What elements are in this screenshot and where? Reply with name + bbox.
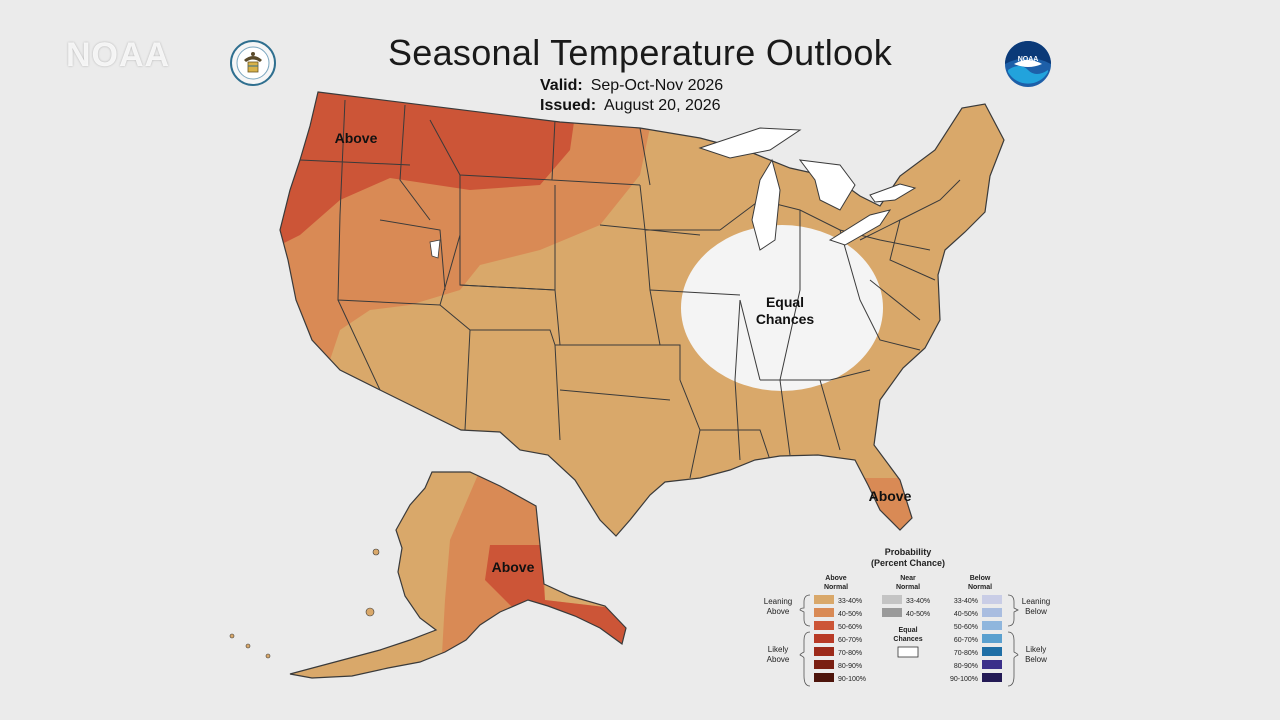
lake-superior: [698, 127, 802, 159]
equal-chances-swatch: [897, 646, 919, 658]
above-normal-swatch: [814, 608, 834, 617]
equal-chances-legend-label: Equal: [898, 627, 917, 634]
lake-huron: [798, 159, 856, 211]
state-boundaries: [299, 99, 961, 479]
near-normal-bins: 33-40% 40-50%: [882, 595, 930, 618]
equal-chances-word: Equal: [765, 294, 805, 310]
likely-above-label: Likely: [768, 645, 788, 654]
near-normal-bin-label: 33-40%: [906, 598, 930, 605]
great-salt-lake: [429, 239, 441, 259]
above-normal-header-2: Normal: [824, 584, 848, 591]
likely-below-label: Likely: [1026, 645, 1046, 654]
leaning-below-label: Leaning: [1022, 597, 1050, 606]
commerce-seal-icon: [230, 40, 276, 86]
above-normal-swatch: [814, 634, 834, 643]
above-normal-header: Above: [825, 575, 847, 582]
legend-title: Probability: [885, 547, 932, 557]
below-normal-bin-label: 70-80%: [954, 650, 978, 657]
below-normal-header: Below: [970, 575, 991, 582]
above-normal-swatch: [814, 595, 834, 604]
above-normal-swatch: [814, 621, 834, 630]
below-normal-swatch: [982, 673, 1002, 682]
above-normal-swatch: [814, 673, 834, 682]
valid-value: Sep-Oct-Nov 2026: [590, 77, 724, 94]
above-normal-bin-label: 90-100%: [838, 676, 866, 683]
valid-line: Valid: Sep-Oct-Nov 2026: [540, 77, 723, 95]
below-normal-header-2: Normal: [968, 584, 992, 591]
above-normal-bin-label: 80-90%: [838, 663, 862, 670]
above-label-northwest: Above: [334, 130, 378, 146]
above-normal-swatch: [814, 660, 834, 669]
below-normal-bin-label: 33-40%: [954, 598, 978, 605]
above-normal-bins: 33-40% 40-50% 50-60% 60-70% 70-80% 80-90% 90-1…: [814, 595, 866, 683]
below-normal-bin-label: 60-70%: [954, 637, 978, 644]
issued-label: Issued:: [540, 97, 597, 114]
probability-legend: Probability (Percent Chance) Above Norma…: [764, 547, 1050, 687]
likely-below-label-2: Below: [1025, 655, 1047, 664]
legend-brackets: [799, 594, 1019, 687]
leaning-above-label: Leaning: [764, 597, 792, 606]
below-normal-swatch: [982, 595, 1002, 604]
below-normal-swatch: [982, 660, 1002, 669]
svg-text:NOAA: NOAA: [1018, 56, 1039, 63]
lake-michigan: [751, 158, 781, 251]
below-normal-bin-label: 80-90%: [954, 663, 978, 670]
lake-erie: [828, 209, 892, 246]
above-normal-bin-label: 50-60%: [838, 624, 862, 631]
below-normal-bin-label: 50-60%: [954, 624, 978, 631]
below-normal-swatch: [982, 621, 1002, 630]
likely-above-label-2: Above: [767, 655, 790, 664]
equal-chances-region: [681, 225, 883, 391]
great-lakes: [698, 127, 917, 251]
page-title: Seasonal Temperature Outlook: [387, 32, 893, 73]
equal-chances-word: Chances: [755, 311, 815, 327]
above-50-60-region: [280, 92, 580, 250]
equal-chances-label: Equal Chances: [745, 294, 825, 328]
near-normal-header-2: Normal: [896, 584, 920, 591]
above-normal-bin-label: 70-80%: [838, 650, 862, 657]
below-normal-swatch: [982, 608, 1002, 617]
near-normal-header: Near: [900, 575, 916, 582]
near-normal-bin-label: 40-50%: [906, 611, 930, 618]
above-normal-bin-label: 40-50%: [838, 611, 862, 618]
leaning-above-label-2: Above: [767, 607, 790, 616]
above-label-florida: Above: [868, 488, 912, 504]
near-normal-swatch: [882, 595, 902, 604]
lake-ontario: [869, 183, 917, 203]
issued-line: Issued: August 20, 2026: [540, 97, 721, 115]
below-normal-swatch: [982, 647, 1002, 656]
noaa-watermark: NOAA: [66, 36, 171, 74]
above-label-alaska: Above: [491, 559, 535, 575]
above-normal-swatch: [814, 647, 834, 656]
conus-shading: [280, 92, 1004, 536]
below-normal-swatch: [982, 634, 1002, 643]
below-normal-bin-label: 90-100%: [950, 676, 978, 683]
leaning-below-label-2: Below: [1025, 607, 1047, 616]
near-normal-swatch: [882, 608, 902, 617]
legend-subtitle: (Percent Chance): [871, 558, 945, 568]
issued-value: August 20, 2026: [604, 97, 721, 114]
aleutian-islands: [229, 548, 380, 659]
below-normal-bins: 33-40% 40-50% 50-60% 60-70% 70-80% 80-90% 90-1…: [950, 595, 1002, 683]
above-normal-bin-label: 60-70%: [838, 637, 862, 644]
noaa-logo-icon: NOAA: [1005, 41, 1051, 87]
valid-label: Valid:: [540, 77, 583, 94]
equal-chances-legend-label-2: Chances: [893, 636, 922, 643]
above-normal-bin-label: 33-40%: [838, 598, 862, 605]
below-normal-bin-label: 40-50%: [954, 611, 978, 618]
